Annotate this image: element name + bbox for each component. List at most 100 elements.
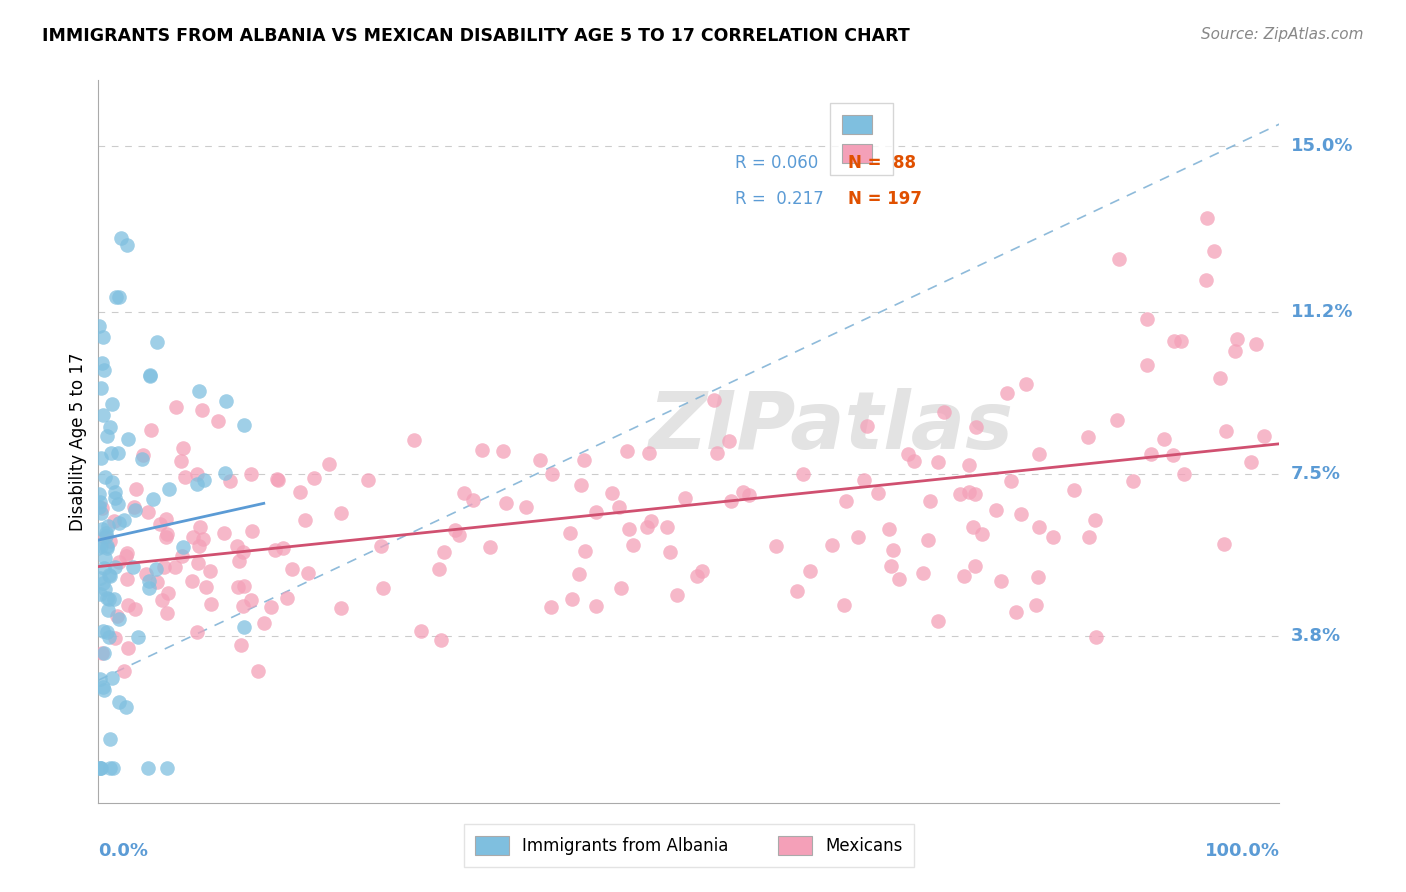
- Point: [91, 501, 114, 516]
- Point: [104, 631, 127, 645]
- Point: [115, 238, 138, 252]
- Point: [948, 486, 970, 500]
- Point: [616, 444, 638, 458]
- Point: [226, 539, 249, 553]
- Point: [98, 568, 121, 582]
- Point: [172, 549, 194, 563]
- Point: [104, 290, 127, 304]
- Point: [132, 448, 155, 462]
- Point: [187, 557, 209, 571]
- Point: [103, 761, 125, 775]
- Point: [96, 591, 118, 605]
- Point: [124, 503, 146, 517]
- Point: [260, 599, 283, 614]
- Point: [515, 500, 537, 515]
- Point: [91, 330, 114, 344]
- Point: [117, 598, 139, 612]
- Point: [98, 420, 121, 434]
- Point: [89, 761, 111, 775]
- Point: [430, 632, 453, 647]
- Point: [1153, 432, 1175, 446]
- Point: [117, 432, 139, 446]
- Point: [89, 494, 111, 508]
- Point: [792, 467, 814, 482]
- Point: [191, 532, 214, 546]
- Point: [1010, 507, 1032, 521]
- Point: [98, 630, 121, 644]
- Point: [965, 419, 987, 434]
- Point: [187, 384, 209, 398]
- Point: [145, 562, 167, 576]
- Point: [117, 640, 139, 655]
- Point: [100, 475, 122, 490]
- Point: [1226, 332, 1249, 346]
- Point: [411, 624, 433, 639]
- Point: [373, 581, 395, 595]
- Point: [927, 614, 949, 628]
- Point: [200, 597, 222, 611]
- Point: [444, 524, 467, 538]
- Point: [540, 599, 562, 614]
- Point: [738, 488, 761, 502]
- Point: [453, 486, 475, 500]
- Point: [98, 731, 121, 746]
- Point: [97, 603, 120, 617]
- Point: [1161, 448, 1184, 462]
- Point: [97, 592, 120, 607]
- Point: [879, 523, 901, 537]
- Point: [673, 491, 696, 505]
- Point: [212, 526, 235, 541]
- Point: [294, 513, 316, 527]
- Point: [90, 451, 112, 466]
- Point: [585, 599, 607, 613]
- Point: [149, 516, 172, 531]
- Point: [104, 560, 127, 574]
- Point: [855, 419, 877, 434]
- Point: [1042, 531, 1064, 545]
- Point: [1108, 252, 1130, 267]
- Point: [155, 527, 177, 541]
- Point: [89, 672, 111, 686]
- Point: [911, 566, 934, 580]
- Point: [165, 560, 187, 574]
- Point: [121, 560, 143, 574]
- Point: [461, 493, 484, 508]
- Point: [117, 546, 139, 560]
- Point: [100, 671, 122, 685]
- Point: [232, 417, 254, 432]
- Point: [492, 444, 515, 458]
- Point: [617, 522, 640, 536]
- Point: [94, 470, 117, 484]
- Point: [1000, 474, 1022, 488]
- Point: [846, 531, 869, 545]
- Point: [835, 493, 858, 508]
- Point: [271, 541, 294, 555]
- Text: Source: ZipAtlas.com: Source: ZipAtlas.com: [1201, 27, 1364, 42]
- Point: [1026, 570, 1049, 584]
- Point: [93, 561, 115, 575]
- Point: [187, 540, 209, 554]
- Point: [186, 476, 208, 491]
- Point: [165, 400, 187, 414]
- Point: [103, 592, 125, 607]
- Point: [1136, 359, 1159, 373]
- Point: [887, 573, 910, 587]
- Point: [1063, 483, 1085, 498]
- Point: [91, 522, 114, 536]
- Point: [1209, 371, 1232, 385]
- Point: [731, 484, 754, 499]
- Point: [93, 363, 115, 377]
- Text: 15.0%: 15.0%: [1291, 137, 1353, 155]
- Point: [93, 646, 115, 660]
- Text: N =  88: N = 88: [848, 154, 915, 172]
- Point: [239, 467, 262, 481]
- Point: [107, 555, 129, 569]
- Point: [1140, 447, 1163, 461]
- Y-axis label: Disability Age 5 to 17: Disability Age 5 to 17: [69, 352, 87, 531]
- Point: [87, 541, 110, 555]
- Point: [972, 526, 994, 541]
- Point: [89, 587, 111, 601]
- Point: [252, 615, 274, 630]
- Point: [94, 550, 117, 565]
- Point: [190, 403, 212, 417]
